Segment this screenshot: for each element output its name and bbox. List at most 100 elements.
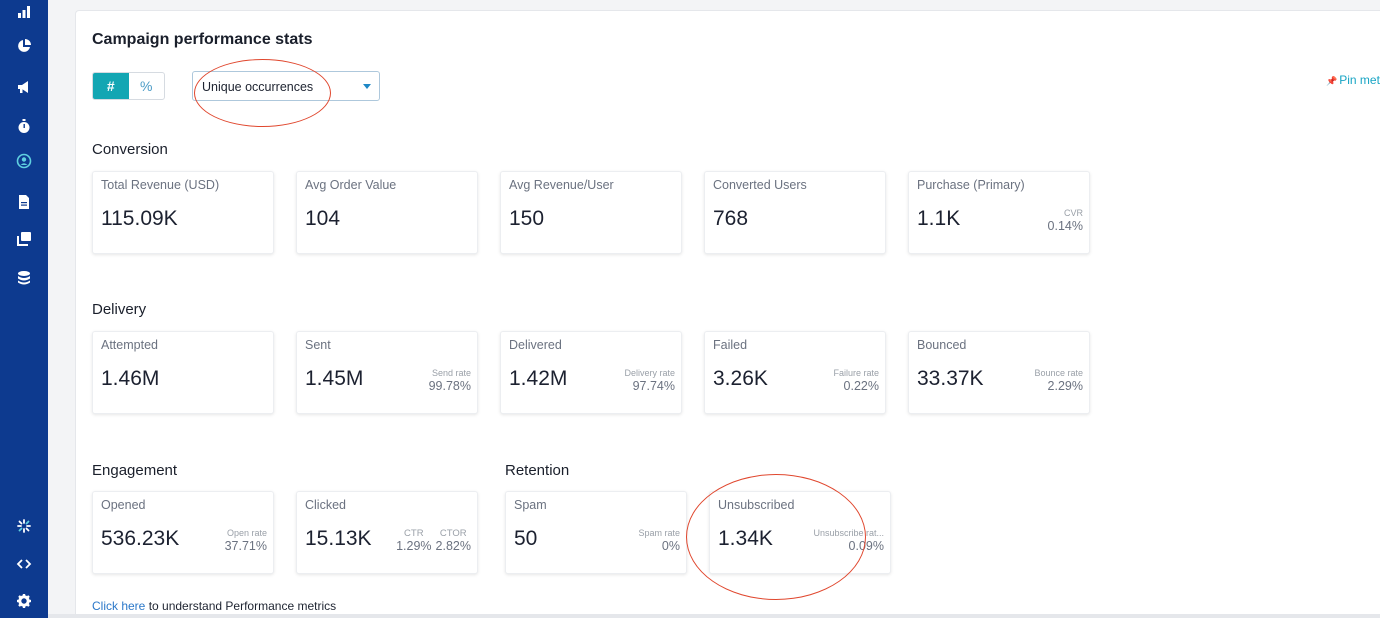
metric-tile[interactable]: Unsubscribed 1.34K Unsubscribe rat... 0.… xyxy=(709,491,891,574)
section-title-delivery: Delivery xyxy=(92,301,147,318)
code-icon[interactable] xyxy=(12,552,36,576)
metric-tile[interactable]: Failed 3.26K Failure rate 0.22% xyxy=(704,331,886,414)
rate-value: 0.22% xyxy=(843,378,879,393)
metric-label: Bounced xyxy=(917,338,967,352)
rate-label: CTOR xyxy=(439,528,467,539)
metric-label: Unsubscribed xyxy=(718,498,795,512)
metric-tile[interactable]: Attempted 1.46M xyxy=(92,331,274,414)
rate-value: 97.74% xyxy=(632,378,675,393)
metric-tile[interactable]: Opened 536.23K Open rate 37.71% xyxy=(92,491,274,574)
metric-tile[interactable]: Converted Users 768 xyxy=(704,171,886,254)
database-icon[interactable] xyxy=(12,266,36,290)
metric-value: 1.1K xyxy=(917,207,961,230)
metric-label: Delivered xyxy=(509,338,562,352)
rate-value: 0.14% xyxy=(1047,218,1083,233)
rate-label: Spam rate xyxy=(638,528,680,538)
metric-tile[interactable]: Bounced 33.37K Bounce rate 2.29% xyxy=(908,331,1090,414)
rate-label: Delivery rate xyxy=(624,368,675,378)
rate-label: Failure rate xyxy=(833,368,879,378)
bar-chart-icon[interactable] xyxy=(12,0,36,24)
rate-label: CVR xyxy=(1063,208,1083,218)
metric-label: Converted Users xyxy=(713,178,807,192)
footer-help: Click here to understand Performance met… xyxy=(92,599,336,613)
metric-rate: Bounce rate 2.29% xyxy=(1034,368,1083,394)
pin-metrics-link[interactable]: 📌 Pin metr xyxy=(1326,73,1380,87)
metric-value: 3.26K xyxy=(713,367,768,390)
gear-icon[interactable] xyxy=(12,589,36,613)
user-circle-icon[interactable] xyxy=(12,149,36,173)
metric-tile[interactable]: Avg Order Value 104 xyxy=(296,171,478,254)
metric-tile[interactable]: Spam 50 Spam rate 0% xyxy=(505,491,687,574)
metric-value: 15.13K xyxy=(305,527,372,550)
metric-label: Avg Order Value xyxy=(305,178,397,192)
ctor-group: CTOR 2.82% xyxy=(436,528,471,554)
metric-value: 33.37K xyxy=(917,367,984,390)
rate-label: Send rate xyxy=(431,368,471,378)
footer-text: to understand Performance metrics xyxy=(145,599,337,613)
rate-value: 37.71% xyxy=(224,538,267,553)
metric-rates: CTR 1.29% CTOR 2.82% xyxy=(396,528,471,554)
sidebar-nav xyxy=(0,0,48,618)
metric-tile[interactable]: Total Revenue (USD) 115.09K xyxy=(92,171,274,254)
metric-tile[interactable]: Sent 1.45M Send rate 99.78% xyxy=(296,331,478,414)
count-percent-toggle: # % xyxy=(92,72,165,100)
rate-label: CTR xyxy=(404,528,424,539)
metric-rate: CVR 0.14% xyxy=(1048,208,1083,234)
page-title: Campaign performance stats xyxy=(92,31,313,48)
metric-value: 1.45M xyxy=(305,367,364,390)
stopwatch-icon[interactable] xyxy=(12,114,36,138)
help-link[interactable]: Click here xyxy=(92,599,146,613)
rate-value: 2.82% xyxy=(435,539,471,554)
metric-value: 1.46M xyxy=(101,367,160,390)
ctr-group: CTR 1.29% xyxy=(396,528,431,554)
occurrence-type-dropdown[interactable]: Unique occurrences xyxy=(192,71,380,101)
pie-chart-icon[interactable] xyxy=(12,34,36,58)
rate-value: 0.09% xyxy=(848,538,884,553)
metric-value: 1.34K xyxy=(718,527,773,550)
metric-value: 150 xyxy=(509,207,545,230)
dropdown-value: Unique occurrences xyxy=(202,80,314,94)
metric-rate: Delivery rate 97.74% xyxy=(624,368,675,394)
pin-icon: 📌 xyxy=(1326,76,1338,86)
rate-label: Unsubscribe rat... xyxy=(813,528,884,538)
count-toggle-button[interactable]: # xyxy=(93,73,129,99)
rate-value: 2.29% xyxy=(1047,378,1083,393)
metric-rate: Failure rate 0.22% xyxy=(833,368,879,394)
metric-rate: Send rate 99.78% xyxy=(429,368,471,394)
metric-value: 115.09K xyxy=(101,207,178,230)
metric-rate: Unsubscribe rat... 0.09% xyxy=(813,528,884,554)
metric-tile[interactable]: Clicked 15.13K CTR 1.29% CTOR 2.82% xyxy=(296,491,478,574)
document-icon[interactable] xyxy=(12,190,36,214)
metric-tile[interactable]: Delivered 1.42M Delivery rate 97.74% xyxy=(500,331,682,414)
metric-label: Sent xyxy=(305,338,331,352)
metric-label: Spam xyxy=(514,498,547,512)
percent-toggle-button[interactable]: % xyxy=(140,78,153,94)
metric-value: 536.23K xyxy=(101,527,180,550)
metric-label: Total Revenue (USD) xyxy=(101,178,220,192)
metric-label: Attempted xyxy=(101,338,158,352)
metric-value: 104 xyxy=(305,207,341,230)
section-title-conversion: Conversion xyxy=(92,141,168,158)
metric-rate: Spam rate 0% xyxy=(638,528,680,554)
caret-down-icon xyxy=(363,84,371,89)
metric-label: Purchase (Primary) xyxy=(917,178,1025,192)
rate-value: 0% xyxy=(661,538,680,553)
pin-label: Pin metr xyxy=(1339,73,1380,87)
metric-label: Clicked xyxy=(305,498,346,512)
bottom-divider xyxy=(48,614,1380,618)
gallery-icon[interactable] xyxy=(12,227,36,251)
section-title-engagement: Engagement xyxy=(92,462,178,479)
metric-tile[interactable]: Purchase (Primary) 1.1K CVR 0.14% xyxy=(908,171,1090,254)
metric-label: Opened xyxy=(101,498,146,512)
megaphone-icon[interactable] xyxy=(12,75,36,99)
sparkle-icon[interactable] xyxy=(12,514,36,538)
rate-value: 1.29% xyxy=(396,539,432,554)
rate-value: 99.78% xyxy=(428,378,471,393)
section-title-retention: Retention xyxy=(505,462,570,479)
metric-label: Failed xyxy=(713,338,748,352)
metric-tile[interactable]: Avg Revenue/User 150 xyxy=(500,171,682,254)
metric-value: 50 xyxy=(514,527,538,550)
metric-label: Avg Revenue/User xyxy=(509,178,614,192)
metric-rate: Open rate 37.71% xyxy=(225,528,267,554)
rate-label: Open rate xyxy=(226,528,267,538)
